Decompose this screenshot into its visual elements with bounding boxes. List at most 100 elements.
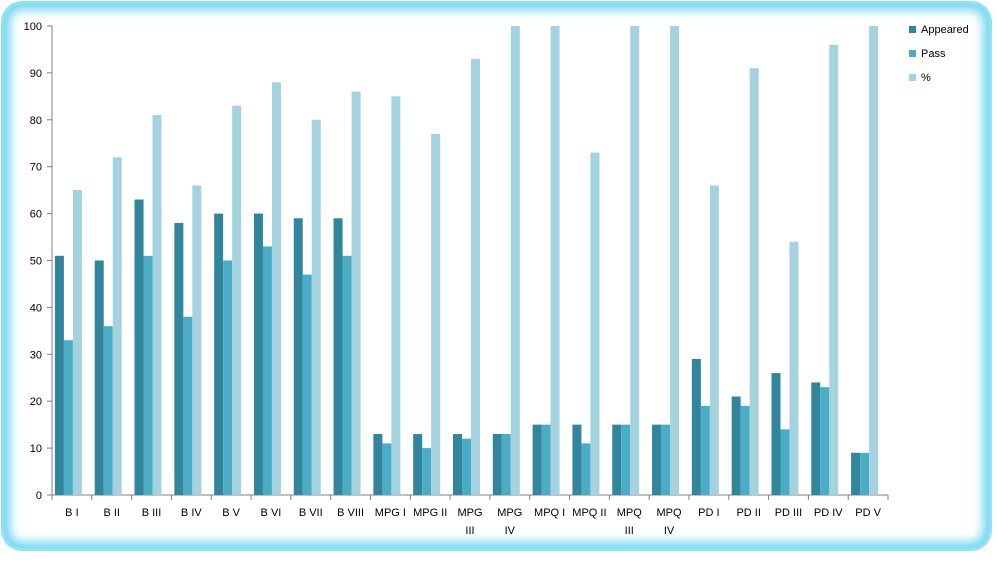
bar-Appeared-3 bbox=[174, 222, 184, 496]
x-tick-label: PD IV bbox=[814, 507, 843, 519]
y-tick-label: 20 bbox=[30, 396, 42, 408]
bar-%-20 bbox=[869, 26, 879, 495]
bar-%-4 bbox=[232, 105, 242, 495]
x-tick-label: PD V bbox=[855, 507, 881, 519]
x-tick-label: IV bbox=[505, 525, 516, 537]
bar-Pass-17 bbox=[740, 405, 750, 495]
bar-%-1 bbox=[112, 157, 122, 495]
bar-%-13 bbox=[590, 152, 600, 495]
legend: Appeared Pass% bbox=[909, 24, 969, 84]
bar-Pass-11 bbox=[501, 434, 511, 495]
axes bbox=[47, 25, 889, 500]
bar-Appeared-18 bbox=[771, 373, 781, 495]
bar-Pass-4 bbox=[223, 260, 233, 495]
y-tick-label: 80 bbox=[30, 115, 42, 127]
bar-%-2 bbox=[152, 115, 162, 496]
bar-Pass-15 bbox=[661, 424, 671, 495]
bar-Pass-18 bbox=[780, 429, 790, 495]
x-tick-label: MPQ bbox=[617, 507, 643, 519]
x-tick-label: MPG I bbox=[375, 507, 406, 519]
bar-Appeared-11 bbox=[492, 434, 502, 495]
legend-swatch bbox=[909, 26, 916, 33]
bar-%-14 bbox=[630, 26, 640, 495]
x-tick-label: MPQ II bbox=[572, 507, 606, 519]
legend-swatch bbox=[909, 50, 916, 57]
y-tick-label: 0 bbox=[36, 490, 42, 502]
x-tick-label: MPG bbox=[457, 507, 482, 519]
y-tick-label: 70 bbox=[30, 162, 42, 174]
bar-%-7 bbox=[351, 91, 361, 495]
bar-Pass-16 bbox=[700, 405, 710, 495]
x-tick-label: B IV bbox=[181, 507, 202, 519]
y-tick-label: 90 bbox=[30, 68, 42, 80]
x-tick-label: PD II bbox=[736, 507, 760, 519]
x-tick-label: MPG bbox=[497, 507, 522, 519]
bar-Appeared-10 bbox=[453, 434, 462, 495]
bar-Appeared-6 bbox=[293, 218, 303, 496]
x-tick-label: MPQ bbox=[657, 507, 683, 519]
x-tick-label: B II bbox=[103, 507, 120, 519]
bar-%-17 bbox=[749, 68, 759, 496]
bars bbox=[54, 26, 879, 496]
y-tick-label: 100 bbox=[24, 21, 42, 33]
bar-Pass-1 bbox=[103, 326, 113, 495]
x-tick-label: IV bbox=[664, 525, 675, 537]
bar-%-12 bbox=[550, 26, 560, 495]
bar-Appeared-12 bbox=[532, 424, 542, 495]
legend-label: % bbox=[921, 72, 931, 84]
bar-Pass-6 bbox=[302, 274, 312, 495]
bar-Pass-12 bbox=[541, 424, 551, 495]
legend-swatch bbox=[909, 74, 916, 81]
bar-Appeared-19 bbox=[811, 382, 821, 495]
bar-Appeared-15 bbox=[652, 424, 662, 495]
bar-Pass-14 bbox=[621, 424, 631, 495]
x-tick-label: PD I bbox=[698, 507, 719, 519]
x-tick-label: B VIII bbox=[337, 507, 364, 519]
bar-%-10 bbox=[471, 58, 480, 496]
bar-Pass-19 bbox=[820, 387, 830, 495]
bar-Appeared-8 bbox=[373, 434, 383, 495]
bar-Pass-8 bbox=[382, 443, 392, 495]
bar-Appeared-14 bbox=[612, 424, 622, 495]
x-tick-label: B III bbox=[142, 507, 162, 519]
bar-Appeared-5 bbox=[253, 213, 263, 495]
bar-Appeared-16 bbox=[691, 358, 701, 495]
bar-%-19 bbox=[829, 44, 839, 495]
bar-Pass-10 bbox=[462, 438, 471, 495]
bar-Appeared-13 bbox=[572, 424, 582, 495]
bar-%-9 bbox=[431, 133, 441, 495]
bar-Pass-2 bbox=[143, 255, 153, 495]
bar-Appeared-20 bbox=[851, 452, 861, 495]
bar-Pass-13 bbox=[581, 443, 591, 495]
y-tick-label: 50 bbox=[30, 256, 42, 268]
bar-%-8 bbox=[391, 96, 401, 495]
x-tick-label: PD III bbox=[775, 507, 803, 519]
x-tick-label: B V bbox=[222, 507, 240, 519]
bar-%-5 bbox=[271, 82, 281, 495]
bar-%-6 bbox=[311, 119, 321, 496]
bar-Appeared-7 bbox=[333, 218, 343, 496]
bar-%-3 bbox=[192, 185, 202, 495]
bar-Pass-5 bbox=[262, 246, 272, 495]
bar-Pass-0 bbox=[63, 340, 73, 495]
legend-label: Appeared bbox=[921, 24, 969, 36]
bar-Appeared-4 bbox=[214, 213, 224, 495]
bar-Pass-9 bbox=[422, 448, 432, 495]
x-tick-label: III bbox=[625, 525, 634, 537]
x-tick-labels: B I B II B III B IV B V B VI B VII B VIII MPG I M… bbox=[65, 507, 881, 537]
y-tick-labels: 0 10 20 30 40 50 60 70 80 90 100 bbox=[24, 21, 42, 502]
y-tick-label: 40 bbox=[30, 302, 42, 314]
bar-Appeared-1 bbox=[94, 260, 104, 495]
bar-Appeared-0 bbox=[54, 255, 64, 495]
y-tick-label: 10 bbox=[30, 443, 42, 455]
bar-%-18 bbox=[789, 241, 799, 495]
bar-%-16 bbox=[709, 185, 719, 495]
x-tick-label: B I bbox=[65, 507, 78, 519]
x-tick-label: B VI bbox=[261, 507, 282, 519]
bar-Pass-3 bbox=[183, 316, 193, 495]
x-tick-label: B VII bbox=[299, 507, 323, 519]
bar-Pass-20 bbox=[860, 452, 870, 495]
bar-%-11 bbox=[510, 26, 520, 495]
